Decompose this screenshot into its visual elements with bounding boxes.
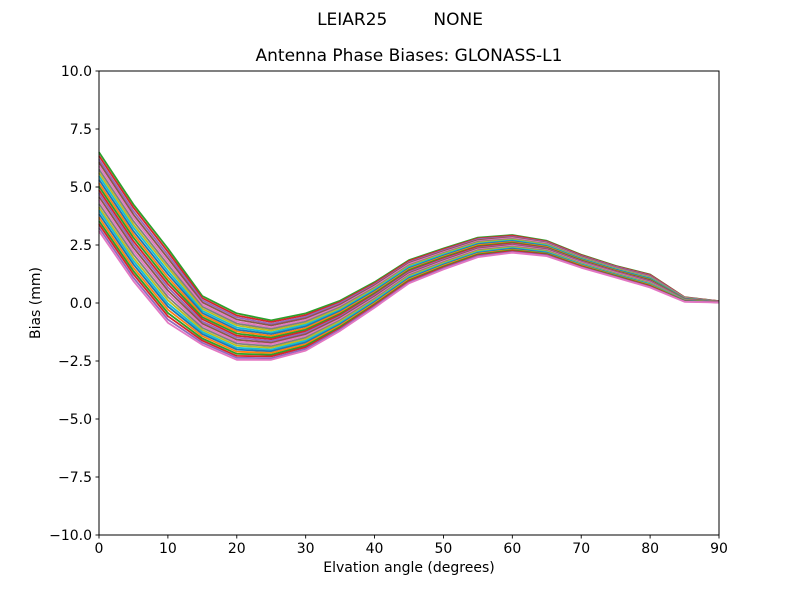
y-tick-label: −2.5 [58, 354, 92, 370]
x-tick-label: 60 [503, 541, 521, 557]
suptitle: LEIAR25 NONE [0, 10, 800, 30]
x-tick-label: 20 [228, 541, 246, 557]
x-tick-label: 50 [435, 541, 453, 557]
tick-layer: 0 10 20 30 40 50 60 70 80 90 10.0 7.5 5.0 2.5 0.0 −2.5 −… [49, 64, 728, 557]
y-tick-label: 2.5 [70, 238, 92, 254]
y-tick-label: −10.0 [49, 528, 92, 544]
y-tick-label: −5.0 [58, 412, 92, 428]
x-tick-label: 90 [710, 541, 728, 557]
y-tick-label: 0.0 [70, 296, 92, 312]
suptitle-radome: NONE [433, 10, 483, 30]
chart-title: Antenna Phase Biases: GLONASS-L1 [255, 46, 563, 66]
axes-frame [98, 70, 720, 536]
x-tick-label: 0 [95, 541, 104, 557]
suptitle-antenna: LEIAR25 [317, 10, 388, 30]
x-axis-label: Elvation angle (degrees) [323, 560, 495, 576]
series-layer [98, 151, 720, 361]
x-tick-label: 80 [641, 541, 659, 557]
y-tick-label: −7.5 [58, 470, 92, 486]
bias-line [98, 230, 720, 361]
x-tick-label: 30 [297, 541, 315, 557]
y-tick-label: 10.0 [61, 64, 92, 80]
x-tick-label: 10 [159, 541, 177, 557]
x-tick-label: 70 [572, 541, 590, 557]
y-tick-label: 7.5 [70, 122, 92, 138]
x-tick-label: 40 [366, 541, 384, 557]
y-tick-label: 5.0 [70, 180, 92, 196]
